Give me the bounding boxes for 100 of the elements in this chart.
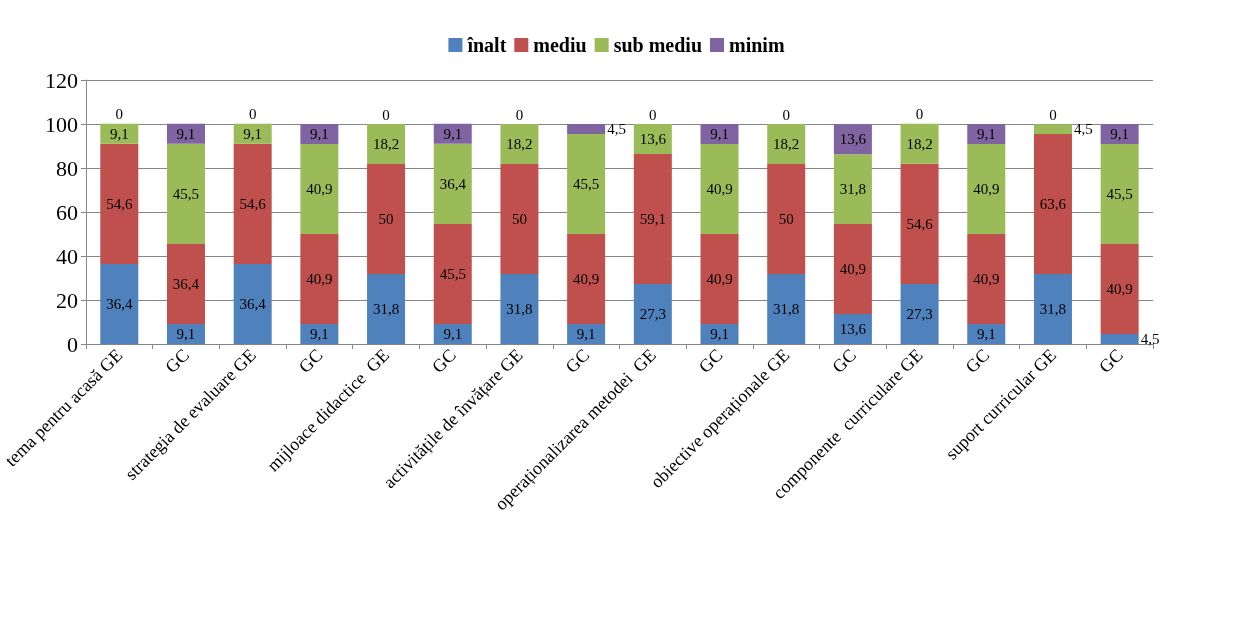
- data-label: 9,1: [243, 125, 263, 142]
- bar: [633, 153, 672, 284]
- y-tick-label: 120: [44, 67, 78, 93]
- data-label: 27,3: [906, 305, 933, 322]
- data-label: 18,2: [372, 136, 400, 153]
- data-label: 0: [382, 106, 390, 123]
- bar: [767, 274, 806, 344]
- data-label: 40,9: [839, 261, 867, 278]
- data-label: 50: [378, 211, 394, 228]
- bar: [833, 314, 872, 344]
- data-label: 50: [778, 211, 794, 228]
- bar: [166, 243, 205, 324]
- data-label: 18,2: [506, 136, 533, 153]
- data-label: 0: [115, 106, 124, 123]
- data-label: 45,5: [439, 265, 466, 282]
- bar: [367, 124, 406, 165]
- bar: [833, 154, 872, 225]
- bar: [633, 283, 672, 344]
- bar: [967, 234, 1006, 324]
- data-label: 9,1: [710, 126, 729, 143]
- data-label: 45,5: [573, 175, 600, 192]
- data-label: 40,9: [706, 181, 733, 198]
- data-label: 54,6: [239, 195, 267, 212]
- data-label: 13,6: [839, 131, 867, 148]
- y-tick-label: 0: [66, 331, 78, 357]
- data-label: 4,5: [607, 120, 626, 137]
- data-label: 9,1: [710, 325, 729, 342]
- data-label: 31,8: [372, 301, 400, 318]
- bar: [300, 144, 339, 234]
- bar: [700, 234, 739, 324]
- data-label: 40,9: [306, 270, 333, 287]
- data-label: 36,4: [439, 175, 467, 192]
- data-label: 36,4: [106, 295, 133, 312]
- data-label: 31,8: [1039, 301, 1067, 318]
- data-label: 13,6: [839, 321, 867, 338]
- data-label: 0: [1049, 106, 1057, 123]
- bar: [833, 224, 872, 315]
- data-label: 18,2: [773, 136, 800, 153]
- bar: [1100, 334, 1139, 344]
- bar: [967, 144, 1006, 234]
- data-label: 4,5: [1073, 121, 1093, 138]
- data-label: 9,1: [310, 325, 329, 342]
- data-label: 36,4: [172, 275, 200, 292]
- data-label: 9,1: [310, 126, 329, 143]
- data-label: 31,8: [773, 301, 800, 318]
- data-label: 9,1: [1110, 126, 1130, 143]
- data-label: 0: [248, 106, 257, 123]
- data-label: 9,1: [976, 325, 996, 342]
- bar: [300, 234, 339, 324]
- bar: [900, 123, 939, 164]
- data-label: 63,6: [1039, 196, 1067, 213]
- data-label: 59,1: [639, 210, 666, 227]
- data-label: 31,8: [839, 181, 867, 198]
- bar: [166, 143, 205, 244]
- data-label: 0: [515, 106, 524, 123]
- data-label: 4,5: [1140, 331, 1160, 348]
- bar: [367, 164, 406, 275]
- data-label: 40,9: [1106, 281, 1133, 298]
- data-label: 9,1: [176, 125, 196, 142]
- bar: [1033, 124, 1072, 135]
- data-label: 9,1: [443, 325, 463, 342]
- bar: [767, 164, 806, 275]
- data-label: 45,5: [172, 185, 200, 202]
- y-tick-label: 20: [55, 287, 78, 313]
- data-label: 9,1: [109, 125, 129, 142]
- bar: [100, 143, 139, 264]
- data-label: 18,2: [906, 135, 933, 152]
- bar: [700, 144, 739, 234]
- data-label: 50: [511, 211, 527, 228]
- y-tick-label: 100: [44, 111, 78, 137]
- x-tick-label: GC: [1094, 344, 1127, 377]
- data-label: 40,9: [973, 181, 1000, 198]
- bar: [433, 143, 472, 224]
- x-tick-label: GC: [161, 344, 194, 377]
- data-label: 9,1: [443, 125, 463, 142]
- x-tick-label: GC: [961, 344, 994, 377]
- bar: [567, 124, 606, 134]
- x-tick-label: GC: [561, 344, 594, 377]
- legend-label: înalt: [466, 34, 507, 56]
- data-label: 9,1: [976, 126, 996, 143]
- data-label: 36,4: [239, 295, 267, 312]
- x-tick-label: GC: [294, 344, 327, 377]
- bar: [500, 124, 539, 165]
- bar: [500, 274, 539, 344]
- data-label: 9,1: [576, 325, 596, 342]
- legend-label: minim: [729, 34, 785, 56]
- data-label: 9,1: [176, 325, 196, 342]
- y-tick-label: 60: [55, 199, 78, 225]
- bar: [1033, 274, 1072, 344]
- bar: [233, 263, 272, 344]
- bar: [900, 163, 939, 284]
- data-label: 40,9: [706, 270, 733, 287]
- bar: [833, 124, 872, 155]
- bar: [567, 133, 606, 234]
- x-tick-label: GC: [694, 344, 727, 377]
- data-label: 40,9: [973, 270, 1000, 287]
- bar: [100, 263, 139, 344]
- bar: [1100, 244, 1139, 335]
- data-label: 31,8: [506, 301, 533, 318]
- legend-label: sub mediu: [613, 34, 703, 56]
